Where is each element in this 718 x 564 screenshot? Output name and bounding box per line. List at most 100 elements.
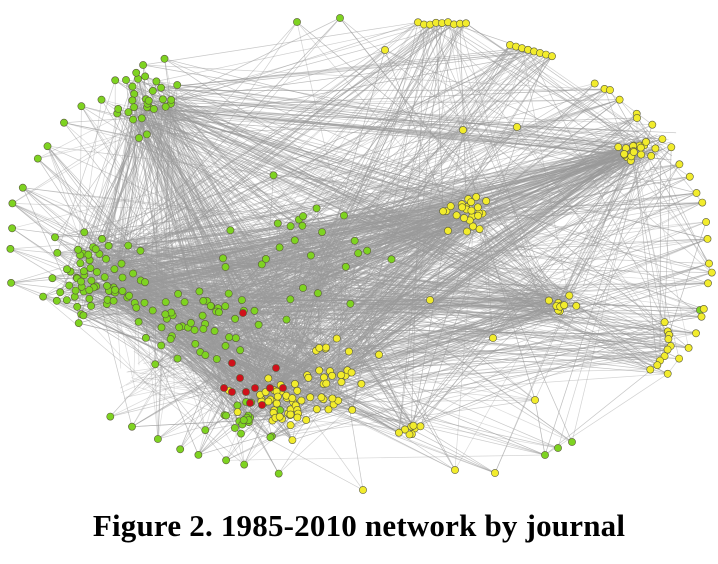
network-edge (266, 198, 469, 316)
network-edge (198, 409, 353, 456)
green-node (174, 289, 182, 298)
network-edge (270, 349, 668, 438)
network-edge (275, 136, 653, 369)
network-edge (289, 351, 350, 416)
network-edge (131, 256, 239, 427)
yellow-node (637, 150, 645, 159)
green-node (157, 341, 166, 350)
yellow-node (675, 354, 683, 363)
network-edge (208, 305, 212, 334)
network-edge (271, 334, 311, 398)
network-edge (131, 225, 303, 295)
network-edge (261, 215, 479, 406)
network-edge (126, 141, 689, 349)
green-node (387, 255, 396, 264)
green-node (293, 18, 301, 26)
network-edge (93, 246, 565, 306)
network-edge (435, 22, 477, 193)
green-node (230, 424, 239, 432)
network-edge (113, 287, 273, 304)
green-node (149, 105, 158, 113)
green-node (122, 76, 130, 84)
green-node (80, 228, 89, 237)
green-node (43, 142, 52, 151)
green-node (130, 103, 138, 112)
network-edge (290, 250, 345, 410)
network-edge (63, 122, 140, 139)
network-edge (212, 354, 269, 379)
network-edge (217, 89, 611, 309)
network-diagram (6, 14, 716, 494)
network-edge (156, 255, 312, 346)
network-edge (316, 326, 352, 373)
green-node (139, 61, 147, 69)
network-edge (136, 109, 619, 148)
network-edge (218, 309, 333, 399)
yellow-node (475, 225, 484, 233)
network-edge (165, 290, 304, 303)
network-edge (147, 99, 620, 105)
green-node (161, 102, 170, 111)
green-node (86, 264, 95, 272)
green-node (151, 360, 160, 369)
network-edge (316, 208, 350, 254)
yellow-node (328, 394, 337, 403)
network-edge (155, 98, 651, 370)
green-node (7, 278, 16, 287)
network-edge (188, 392, 276, 419)
green-node (18, 183, 27, 192)
network-nodes (6, 14, 716, 494)
network-edge (155, 99, 559, 304)
network-edge (503, 154, 642, 223)
network-edge (144, 126, 518, 304)
network-edge (203, 255, 306, 302)
network-edge (494, 147, 637, 474)
network-edge (89, 86, 133, 261)
yellow-node (315, 366, 324, 375)
yellow-node (692, 329, 700, 338)
network-edge (135, 72, 201, 321)
network-edge (108, 210, 447, 292)
network-edge (131, 377, 251, 418)
network-edge (197, 145, 645, 314)
network-edge (226, 454, 546, 461)
network-edge (126, 297, 145, 330)
green-node (52, 296, 61, 305)
network-edge (224, 414, 364, 491)
green-node (51, 233, 59, 242)
yellow-node (359, 486, 367, 494)
network-edge (105, 241, 145, 260)
network-edge (12, 83, 595, 229)
yellow-node (288, 394, 297, 403)
network-edge (66, 72, 137, 270)
green-node (346, 299, 355, 308)
network-edge (152, 90, 566, 298)
yellow-node (548, 52, 556, 61)
network-edge (216, 311, 328, 313)
yellow-node (663, 369, 672, 378)
yellow-node (651, 144, 660, 153)
green-node (153, 435, 162, 443)
network-edge (113, 287, 325, 349)
red-node (258, 401, 266, 409)
network-edge (185, 213, 483, 307)
network-edge (145, 117, 634, 153)
red-node (246, 399, 254, 407)
network-edge (171, 312, 312, 350)
network-edge (465, 23, 652, 157)
green-node (274, 469, 283, 478)
network-edge (242, 55, 553, 314)
green-node (106, 412, 115, 421)
network-edge (204, 301, 267, 325)
network-edge (125, 260, 128, 298)
green-node (74, 245, 82, 254)
network-edge (105, 258, 689, 349)
yellow-node (288, 436, 297, 444)
network-edge (121, 160, 631, 309)
network-edge (254, 148, 656, 312)
network-edge (121, 138, 663, 265)
network-edge (163, 122, 680, 359)
network-edge (132, 273, 315, 385)
green-node (117, 259, 126, 268)
yellow-node (439, 207, 447, 216)
